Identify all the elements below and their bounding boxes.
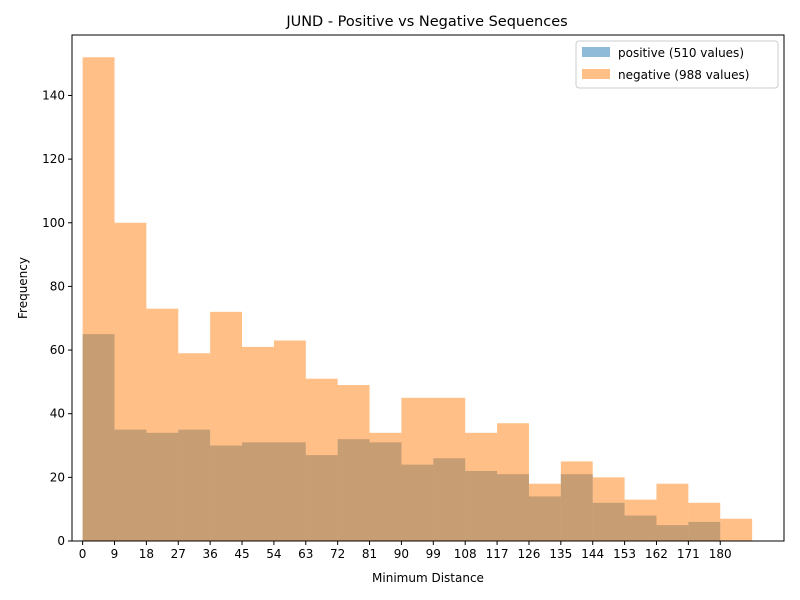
x-tick-label-81: 81 xyxy=(362,547,377,561)
x-tick-label-90: 90 xyxy=(394,547,409,561)
x-tick-label-45: 45 xyxy=(234,547,249,561)
plot-frame xyxy=(71,34,785,542)
x-tick-label-153: 153 xyxy=(613,547,636,561)
y-tick-label-0: 0 xyxy=(57,534,65,548)
bars-group xyxy=(82,57,753,542)
bar-negative-162 xyxy=(656,483,689,541)
x-axis-ticks: 0 9 18 27 36 45 54 63 72 81 90 99 108 117 126 135 144 153… xyxy=(79,541,732,561)
y-tick-label-80: 80 xyxy=(50,279,65,293)
bar-negative-54 xyxy=(273,340,306,541)
bar-negative-108 xyxy=(465,432,498,541)
y-tick-label-60: 60 xyxy=(50,343,65,357)
bar-negative-63 xyxy=(305,378,338,541)
legend: positive (510 values) negative (988 valu… xyxy=(575,40,779,89)
x-tick-label-144: 144 xyxy=(581,547,604,561)
bar-negative-117 xyxy=(497,423,529,541)
bar-negative-153 xyxy=(624,499,657,541)
bar-negative-27 xyxy=(178,353,211,541)
bar-negative-99 xyxy=(433,397,466,541)
bar-negative-144 xyxy=(592,477,625,541)
y-tick-label-140: 140 xyxy=(42,88,65,102)
x-axis-title: Minimum Distance xyxy=(372,571,484,585)
legend-label-negative: negative (988 values) xyxy=(618,68,749,82)
legend-label-positive: positive (510 values) xyxy=(618,46,744,60)
x-tick-label-135: 135 xyxy=(549,547,572,561)
x-tick-label-180: 180 xyxy=(709,547,732,561)
x-tick-label-171: 171 xyxy=(677,547,700,561)
bar-negative-9 xyxy=(114,222,147,542)
x-tick-label-9: 9 xyxy=(111,547,119,561)
bar-negative-18 xyxy=(146,308,179,541)
x-tick-label-0: 0 xyxy=(79,547,87,561)
bar-negative-72 xyxy=(337,385,370,541)
y-axis-title: Frequency xyxy=(16,257,30,319)
x-tick-label-72: 72 xyxy=(330,547,345,561)
legend-swatch-negative xyxy=(582,69,610,79)
x-tick-label-162: 162 xyxy=(645,547,668,561)
bar-negative-171 xyxy=(688,502,721,541)
y-tick-label-120: 120 xyxy=(42,152,65,166)
y-tick-label-100: 100 xyxy=(42,216,65,230)
x-tick-label-54: 54 xyxy=(266,547,281,561)
x-tick-label-126: 126 xyxy=(518,547,541,561)
x-tick-label-117: 117 xyxy=(486,547,509,561)
legend-box xyxy=(575,40,779,89)
bar-negative-90 xyxy=(401,397,434,541)
chart-title: JUND - Positive vs Negative Sequences xyxy=(285,14,567,30)
x-tick-label-63: 63 xyxy=(298,547,313,561)
bar-negative-0 xyxy=(82,57,115,541)
bar-negative-180 xyxy=(720,518,753,541)
x-tick-label-27: 27 xyxy=(171,547,186,561)
bar-negative-45 xyxy=(242,346,274,541)
legend-swatch-positive xyxy=(582,47,610,57)
x-tick-label-108: 108 xyxy=(454,547,477,561)
bar-negative-36 xyxy=(210,311,243,541)
x-tick-label-99: 99 xyxy=(426,547,441,561)
x-tick-label-36: 36 xyxy=(203,547,218,561)
bar-negative-135 xyxy=(560,461,593,541)
x-tick-label-18: 18 xyxy=(139,547,154,561)
y-tick-label-20: 20 xyxy=(50,470,65,484)
y-axis-ticks: 0 20 40 60 80 100 120 140 xyxy=(42,88,72,548)
bar-negative-81 xyxy=(369,432,402,541)
bar-negative-126 xyxy=(528,483,561,541)
y-tick-label-40: 40 xyxy=(50,407,65,421)
